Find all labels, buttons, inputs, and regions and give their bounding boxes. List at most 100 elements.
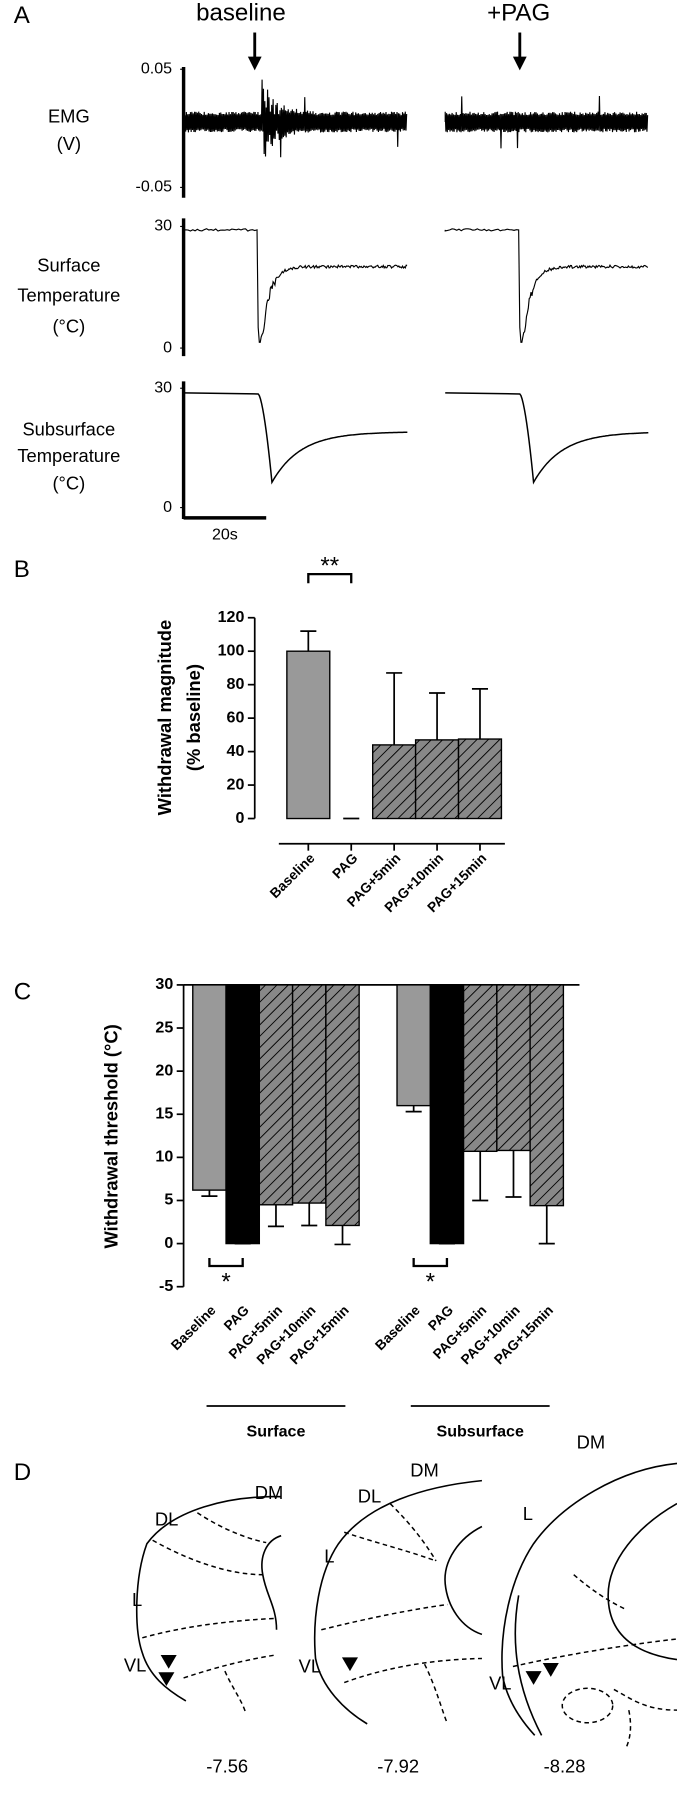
boundary <box>561 1687 614 1724</box>
y-tick-label: 15 <box>155 1104 173 1122</box>
region-label: VL <box>299 1655 321 1676</box>
x-tick-label: Baseline <box>267 850 318 901</box>
y-tick-label: 0 <box>164 1234 173 1252</box>
boundary <box>142 1617 277 1639</box>
y-tick-label: 10 <box>155 1148 173 1166</box>
y-tick-label: 80 <box>227 675 245 693</box>
significance: * <box>221 1269 230 1296</box>
region-label: VL <box>489 1673 511 1694</box>
y-tick-label: 30 <box>154 217 172 235</box>
hatch <box>292 984 326 1204</box>
y-tick-label: 30 <box>154 378 172 396</box>
region-label: DL <box>358 1486 381 1507</box>
scale-bar-label: 20s <box>212 525 238 543</box>
y-tick-label: 25 <box>155 1018 173 1036</box>
outline <box>514 1595 543 1736</box>
boundary <box>573 1574 626 1610</box>
significance: ** <box>320 553 339 580</box>
y-tick-label: -5 <box>159 1277 173 1295</box>
trace <box>183 228 408 343</box>
hatch <box>458 739 502 819</box>
boundary <box>613 1688 677 1711</box>
y-axis-label: Surface <box>37 254 100 275</box>
region-label: L <box>132 1589 142 1610</box>
region-label: DM <box>255 1482 284 1503</box>
y-axis-label: (°C) <box>52 472 85 493</box>
outline <box>444 1525 483 1636</box>
y-tick-label: 5 <box>164 1191 173 1209</box>
boundary <box>152 1539 263 1576</box>
significance-bracket <box>412 1258 449 1268</box>
arrow-head <box>247 56 262 71</box>
coordinate: -8.28 <box>544 1755 586 1776</box>
panel-label: A <box>14 2 31 29</box>
region-label: DM <box>577 1432 606 1453</box>
boundary <box>196 1512 267 1544</box>
outline <box>313 1479 483 1725</box>
panel-label: C <box>14 978 31 1005</box>
arrow-head <box>512 56 527 71</box>
bar <box>429 984 465 1245</box>
trace <box>445 392 649 485</box>
trace <box>183 392 408 485</box>
y-tick-label: 60 <box>227 708 245 726</box>
region-label: DM <box>410 1459 439 1480</box>
boundary <box>343 1657 482 1684</box>
y-tick-label: 120 <box>218 608 245 626</box>
boundary <box>321 1603 448 1631</box>
outline <box>261 1534 282 1630</box>
trace <box>444 228 649 343</box>
panel-d: D DM DL L VL -7.56 DM DL L VL -7.92 <box>14 1432 677 1776</box>
boundary <box>224 1670 247 1713</box>
y-tick-label: 0.05 <box>141 59 172 77</box>
panel-label: D <box>14 1459 31 1486</box>
marker <box>158 1655 177 1687</box>
y-axis-label: (% baseline) <box>183 664 204 771</box>
y-axis-label: Withdrawal threshold (°C) <box>100 1024 121 1248</box>
boundary <box>625 1709 632 1748</box>
hatch <box>463 984 497 1152</box>
y-tick-label: 20 <box>227 775 245 793</box>
coordinate: -7.56 <box>206 1755 248 1776</box>
hatch <box>259 984 293 1205</box>
y-tick-label: 30 <box>155 975 173 993</box>
group-label: Surface <box>247 1423 306 1441</box>
y-tick-label: 40 <box>227 742 245 760</box>
y-tick-label: -0.05 <box>136 178 173 196</box>
y-tick-label: 0 <box>163 498 172 516</box>
trace <box>444 95 649 149</box>
marker <box>525 1663 559 1685</box>
boundary <box>183 1654 276 1679</box>
hatch <box>496 984 531 1151</box>
boundary <box>423 1663 449 1725</box>
significance-bracket <box>208 1258 244 1268</box>
y-tick-label: 20 <box>155 1061 173 1079</box>
bar <box>286 650 331 820</box>
x-tick-label: PAG <box>330 850 361 881</box>
y-axis-label: Withdrawal magnitude <box>154 620 175 816</box>
group-label: Subsurface <box>437 1423 524 1441</box>
y-axis-label: Subsurface <box>22 419 115 440</box>
region-label: VL <box>124 1654 146 1675</box>
y-tick-label: 100 <box>218 641 245 659</box>
region-label: L <box>324 1545 334 1566</box>
bar <box>192 984 227 1191</box>
boundary <box>389 1503 437 1562</box>
significance: * <box>426 1269 435 1296</box>
y-axis-label: (V) <box>57 133 81 154</box>
hatch <box>415 739 459 819</box>
bar <box>396 984 431 1107</box>
hatch <box>372 744 416 819</box>
region-label: DL <box>155 1509 178 1530</box>
marker <box>341 1657 359 1672</box>
significance-bracket <box>307 572 353 584</box>
panel-label: B <box>14 556 30 583</box>
boundary <box>344 1531 437 1562</box>
outline <box>501 1462 677 1736</box>
annotation: baseline <box>196 0 286 27</box>
bar <box>225 984 261 1245</box>
outline <box>607 1502 677 1661</box>
coordinate: -7.92 <box>377 1755 419 1776</box>
